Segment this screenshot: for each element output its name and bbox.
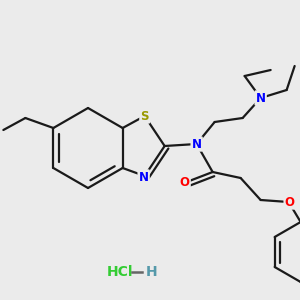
Text: N: N [139,170,148,184]
Text: N: N [192,137,202,151]
Text: S: S [140,110,149,122]
Text: HCl: HCl [107,265,133,279]
Text: O: O [285,196,295,208]
Text: O: O [180,176,190,188]
Text: N: N [256,92,266,104]
Text: H: H [146,265,158,279]
